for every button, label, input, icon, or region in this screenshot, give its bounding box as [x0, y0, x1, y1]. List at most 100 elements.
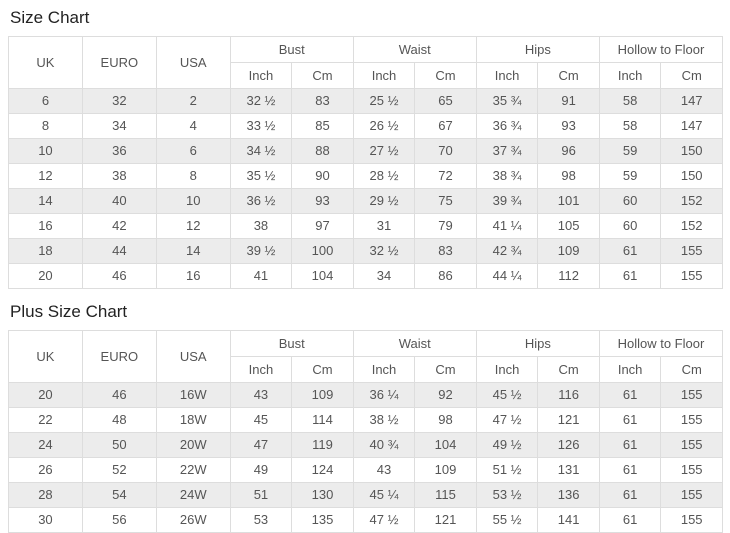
table-cell: 8 [8, 113, 83, 139]
unit-header: Inch [475, 62, 539, 89]
table-cell: 96 [537, 138, 600, 164]
table-cell: 20 [8, 382, 83, 408]
table-cell: 141 [537, 507, 600, 533]
column-header: Hollow to Floor [598, 330, 724, 357]
unit-header: Inch [352, 62, 416, 89]
plus-size-chart-title: Plus Size Chart [10, 302, 128, 321]
table-cell: 152 [660, 188, 723, 214]
table-cell: 26 ½ [352, 113, 416, 139]
table-cell: 70 [414, 138, 477, 164]
table-cell: 67 [414, 113, 477, 139]
table-cell: 155 [660, 407, 723, 433]
table-cell: 49 ½ [475, 432, 539, 458]
size-chart-title: Size Chart [10, 8, 90, 27]
table-cell: 72 [414, 163, 477, 189]
table-cell: 45 [229, 407, 293, 433]
table-cell: 2 [155, 88, 231, 114]
table-cell: 42 ¾ [475, 238, 539, 264]
table-cell: 54 [81, 482, 157, 508]
table-cell: 46 [81, 382, 157, 408]
table-cell: 12 [8, 163, 83, 189]
table-cell: 4 [155, 113, 231, 139]
table-cell: 27 ½ [352, 138, 416, 164]
table-cell: 152 [660, 213, 723, 239]
table-cell: 26 [8, 457, 83, 483]
unit-header: Cm [537, 62, 600, 89]
table-cell: 24W [155, 482, 231, 508]
table-row: 30 56 26W 53 135 47 ½ 121 55 ½ 141 61 155 [8, 507, 723, 533]
table-cell: 61 [598, 238, 662, 264]
table-cell: 47 [229, 432, 293, 458]
table-cell: 61 [598, 507, 662, 533]
table-cell: 92 [414, 382, 477, 408]
table-cell: 18W [155, 407, 231, 433]
column-header: USA [155, 36, 231, 89]
table-cell: 39 ¾ [475, 188, 539, 214]
table-cell: 61 [598, 263, 662, 289]
table-cell: 155 [660, 263, 723, 289]
unit-header: Inch [352, 356, 416, 383]
table-cell: 155 [660, 482, 723, 508]
unit-header: Cm [660, 62, 723, 89]
unit-header: Inch [229, 62, 293, 89]
unit-header: Inch [229, 356, 293, 383]
table-cell: 42 [81, 213, 157, 239]
table-cell: 6 [155, 138, 231, 164]
table-cell: 101 [537, 188, 600, 214]
table-cell: 155 [660, 457, 723, 483]
table-cell: 136 [537, 482, 600, 508]
table-cell: 26W [155, 507, 231, 533]
table-cell: 56 [81, 507, 157, 533]
table-cell: 22W [155, 457, 231, 483]
table-cell: 155 [660, 382, 723, 408]
table-cell: 121 [414, 507, 477, 533]
table-cell: 85 [291, 113, 354, 139]
table-cell: 38 [81, 163, 157, 189]
table-body: 20 46 16W 43 109 36 ¼ 92 45 ½ 116 61 155 22 48 18W 45 1… [8, 382, 723, 533]
column-header: UK [8, 330, 83, 383]
table-cell: 40 ¾ [352, 432, 416, 458]
table-cell: 121 [537, 407, 600, 433]
table-cell: 43 [229, 382, 293, 408]
table-cell: 79 [414, 213, 477, 239]
table-cell: 58 [598, 88, 662, 114]
table-cell: 83 [291, 88, 354, 114]
unit-header: Cm [537, 356, 600, 383]
table-cell: 40 [81, 188, 157, 214]
table-cell: 60 [598, 213, 662, 239]
table-cell: 130 [291, 482, 354, 508]
table-cell: 119 [291, 432, 354, 458]
table-cell: 38 [229, 213, 293, 239]
table-cell: 39 ½ [229, 238, 293, 264]
table-cell: 43 [352, 457, 416, 483]
table-cell: 150 [660, 138, 723, 164]
table-cell: 98 [537, 163, 600, 189]
table-cell: 34 [81, 113, 157, 139]
table-cell: 36 ¾ [475, 113, 539, 139]
table-row: 18 44 14 39 ½ 100 32 ½ 83 42 ¾ 109 61 155 [8, 238, 723, 264]
table-cell: 126 [537, 432, 600, 458]
table-cell: 38 ¾ [475, 163, 539, 189]
table-cell: 51 ½ [475, 457, 539, 483]
table-cell: 47 ½ [352, 507, 416, 533]
table-cell: 35 ¾ [475, 88, 539, 114]
table-cell: 50 [81, 432, 157, 458]
table-cell: 14 [8, 188, 83, 214]
table-row: 28 54 24W 51 130 45 ¼ 115 53 ½ 136 61 155 [8, 482, 723, 508]
unit-header: Inch [475, 356, 539, 383]
table-cell: 109 [291, 382, 354, 408]
table-cell: 10 [8, 138, 83, 164]
table-cell: 35 ½ [229, 163, 293, 189]
table-cell: 61 [598, 382, 662, 408]
table-cell: 75 [414, 188, 477, 214]
table-cell: 18 [8, 238, 83, 264]
column-header: Bust [229, 330, 354, 357]
table-cell: 25 ½ [352, 88, 416, 114]
header-row-groups: UK EURO USA Bust Waist Hips Hollow to Floor [8, 330, 724, 383]
column-header: Bust [229, 36, 354, 63]
plus-size-chart-section: Plus Size Chart UK EURO USA Bust Waist Hips Ho… [8, 302, 724, 533]
table-row: 14 40 10 36 ½ 93 29 ½ 75 39 ¾ 101 60 152 [8, 188, 723, 214]
unit-header: Cm [414, 62, 477, 89]
table-cell: 36 ½ [229, 188, 293, 214]
